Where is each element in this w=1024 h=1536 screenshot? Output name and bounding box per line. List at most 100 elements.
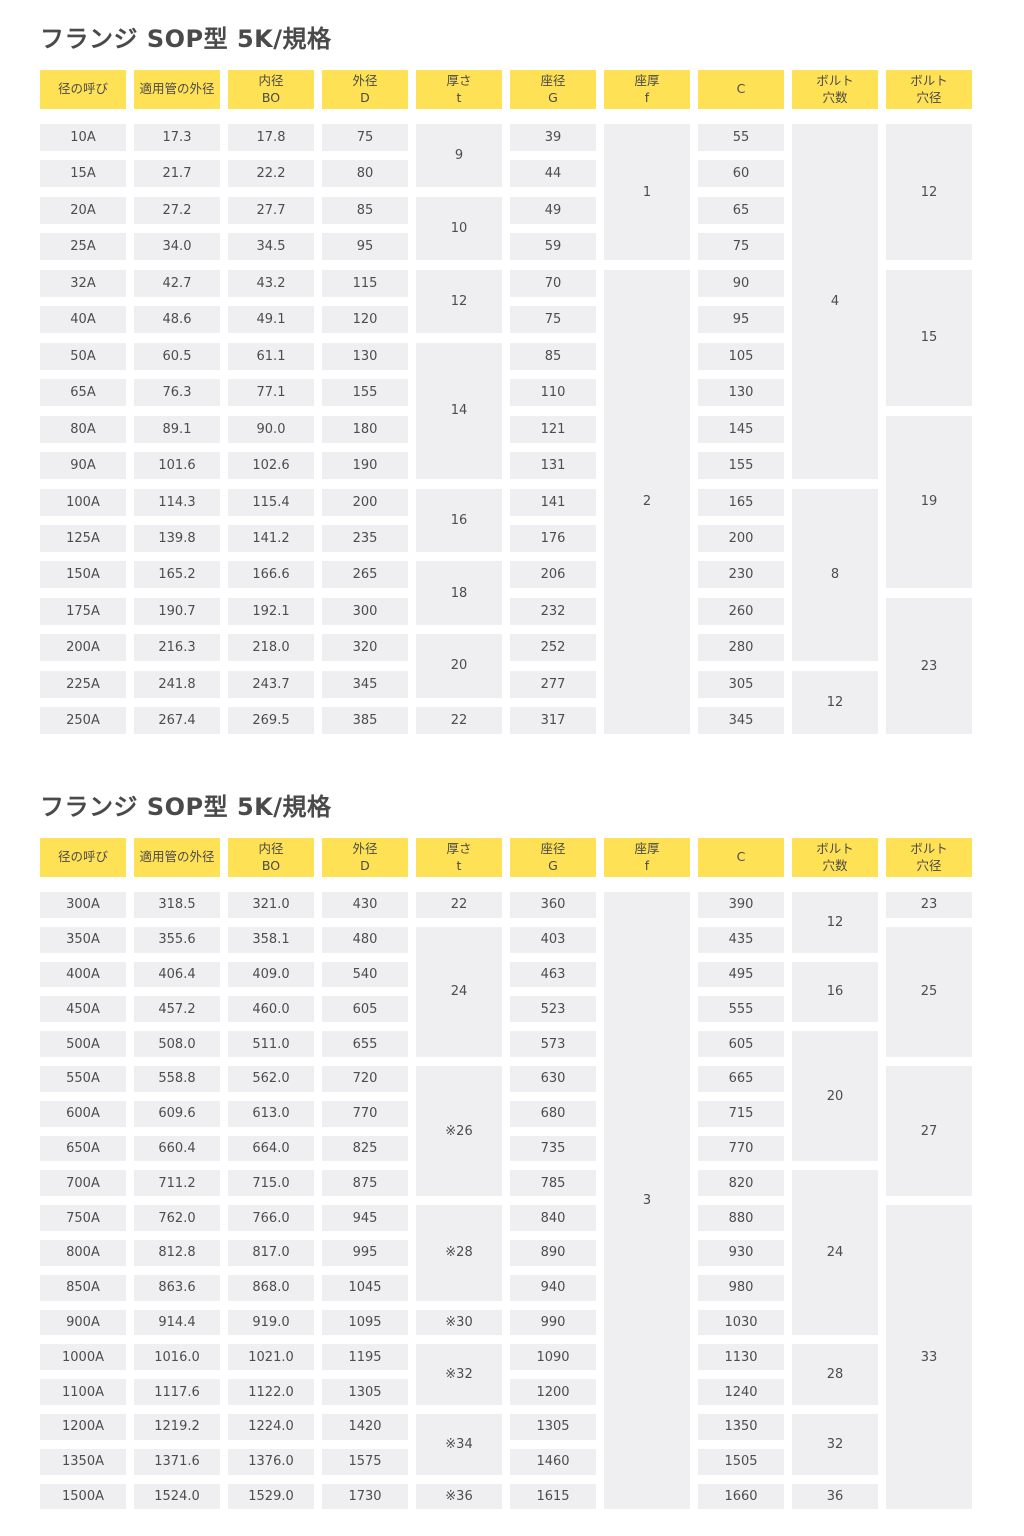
inner-diameter-bo-cell: 243.7	[228, 670, 314, 698]
nominal-size-cell: 50A	[40, 342, 126, 370]
pipe-outer-diameter-cell: 165.2	[134, 561, 220, 589]
pipe-outer-diameter-cell: 60.5	[134, 342, 220, 370]
c-dimension-cell: 820	[698, 1170, 784, 1197]
inner-diameter-bo-cell: 766.0	[228, 1205, 314, 1231]
nominal-size-cell: 20A	[40, 196, 126, 224]
nominal-size-cell: 15A	[40, 160, 126, 188]
c-dimension-cell: 145	[698, 415, 784, 443]
outer-diameter-d-cell: 200	[322, 488, 408, 516]
nominal-size-cell: 200A	[40, 634, 126, 662]
nominal-size-cell: 750A	[40, 1205, 126, 1231]
pipe-outer-diameter-cell: 190.7	[134, 597, 220, 625]
nominal-size-cell: 32A	[40, 269, 126, 297]
bolt-hole-diameter-cell: 33	[886, 1205, 972, 1510]
thickness-t-cell: ※36	[416, 1483, 502, 1510]
bolt-hole-diameter-cell: 23	[886, 892, 972, 918]
header-thickness-t: 厚さ t	[416, 70, 502, 109]
seat-diameter-g-cell: 141	[510, 488, 596, 516]
outer-diameter-d-cell: 265	[322, 561, 408, 589]
pipe-outer-diameter-cell: 216.3	[134, 634, 220, 662]
nominal-size-cell: 1200A	[40, 1414, 126, 1440]
header-label: G	[548, 857, 558, 873]
header-pipe-outer-diameter: 適用管の外径	[134, 838, 220, 877]
header-thickness-t: 厚さ t	[416, 838, 502, 877]
header-nominal-size: 径の呼び	[40, 838, 126, 877]
inner-diameter-bo-cell: 868.0	[228, 1274, 314, 1301]
c-dimension-cell: 1660	[698, 1483, 784, 1510]
header-label: 適用管の外径	[139, 81, 215, 97]
c-dimension-cell: 1505	[698, 1448, 784, 1475]
pipe-outer-diameter-cell: 27.2	[134, 196, 220, 224]
c-dimension-cell: 90	[698, 269, 784, 297]
pipe-outer-diameter-cell: 101.6	[134, 452, 220, 480]
thickness-t-cell: 22	[416, 892, 502, 918]
nominal-size-cell: 700A	[40, 1170, 126, 1197]
pipe-outer-diameter-cell: 558.8	[134, 1066, 220, 1092]
c-dimension-cell: 390	[698, 892, 784, 918]
seat-diameter-g-cell: 735	[510, 1135, 596, 1162]
nominal-size-cell: 175A	[40, 597, 126, 625]
pipe-outer-diameter-cell: 42.7	[134, 269, 220, 297]
pipe-outer-diameter-cell: 48.6	[134, 306, 220, 334]
bolt-hole-diameter-cell: 19	[886, 415, 972, 589]
seat-diameter-g-cell: 573	[510, 1031, 596, 1057]
header-label: 座厚	[634, 73, 660, 89]
header-outer-diameter-d: 外径 D	[322, 838, 408, 877]
nominal-size-cell: 65A	[40, 379, 126, 407]
header-seat-diameter-g: 座径 G	[510, 838, 596, 877]
nominal-size-cell: 350A	[40, 926, 126, 953]
c-dimension-cell: 280	[698, 634, 784, 662]
c-dimension-cell: 1350	[698, 1414, 784, 1440]
bolt-hole-count-cell: 16	[792, 961, 878, 1023]
header-label: ボルト	[910, 73, 948, 89]
bolt-hole-count-cell: 12	[792, 892, 878, 953]
outer-diameter-d-cell: 180	[322, 415, 408, 443]
c-dimension-cell: 200	[698, 525, 784, 552]
header-label: 内径	[258, 73, 284, 89]
thickness-t-cell: 10	[416, 196, 502, 261]
pipe-outer-diameter-cell: 1219.2	[134, 1414, 220, 1440]
c-dimension-cell: 75	[698, 233, 784, 261]
inner-diameter-bo-cell: 61.1	[228, 342, 314, 370]
header-c-dimension: C	[698, 838, 784, 877]
nominal-size-cell: 225A	[40, 670, 126, 698]
pipe-outer-diameter-cell: 609.6	[134, 1100, 220, 1127]
seat-diameter-g-cell: 317	[510, 707, 596, 735]
bolt-hole-count-cell: 20	[792, 1031, 878, 1162]
header-label: C	[736, 81, 746, 97]
seat-thickness-f-cell: 1	[604, 124, 690, 261]
header-label: G	[548, 89, 558, 105]
inner-diameter-bo-cell: 409.0	[228, 961, 314, 988]
header-label: 厚さ	[446, 73, 472, 89]
outer-diameter-d-cell: 825	[322, 1135, 408, 1162]
pipe-outer-diameter-cell: 1117.6	[134, 1379, 220, 1405]
outer-diameter-d-cell: 190	[322, 452, 408, 480]
inner-diameter-bo-cell: 166.6	[228, 561, 314, 589]
header-nominal-size: 径の呼び	[40, 70, 126, 109]
thickness-t-cell: ※28	[416, 1205, 502, 1301]
nominal-size-cell: 300A	[40, 892, 126, 918]
outer-diameter-d-cell: 430	[322, 892, 408, 918]
seat-diameter-g-cell: 121	[510, 415, 596, 443]
bolt-hole-count-cell: 36	[792, 1483, 878, 1510]
inner-diameter-bo-cell: 27.7	[228, 196, 314, 224]
header-pipe-outer-diameter: 適用管の外径	[134, 70, 220, 109]
outer-diameter-d-cell: 235	[322, 525, 408, 552]
nominal-size-cell: 10A	[40, 124, 126, 151]
inner-diameter-bo-cell: 115.4	[228, 488, 314, 516]
nominal-size-cell: 100A	[40, 488, 126, 516]
nominal-size-cell: 500A	[40, 1031, 126, 1057]
outer-diameter-d-cell: 655	[322, 1031, 408, 1057]
header-label: 穴径	[916, 857, 942, 873]
c-dimension-cell: 65	[698, 196, 784, 224]
pipe-outer-diameter-cell: 241.8	[134, 670, 220, 698]
seat-diameter-g-cell: 360	[510, 892, 596, 918]
inner-diameter-bo-cell: 43.2	[228, 269, 314, 297]
seat-diameter-g-cell: 49	[510, 196, 596, 224]
outer-diameter-d-cell: 1730	[322, 1483, 408, 1510]
header-label: 内径	[258, 841, 284, 857]
seat-diameter-g-cell: 277	[510, 670, 596, 698]
inner-diameter-bo-cell: 1376.0	[228, 1448, 314, 1475]
seat-diameter-g-cell: 70	[510, 269, 596, 297]
inner-diameter-bo-cell: 321.0	[228, 892, 314, 918]
